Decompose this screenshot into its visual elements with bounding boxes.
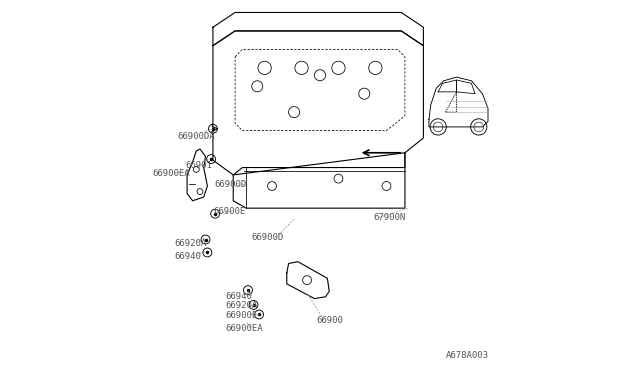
Text: 66900EA: 66900EA bbox=[226, 324, 264, 333]
Text: 66900D: 66900D bbox=[215, 180, 247, 189]
Text: 66940: 66940 bbox=[174, 251, 201, 261]
Text: A678A003: A678A003 bbox=[445, 351, 488, 360]
Text: 66900E: 66900E bbox=[213, 207, 245, 217]
Text: 66900: 66900 bbox=[316, 316, 343, 325]
Text: 66920A: 66920A bbox=[226, 301, 258, 311]
Text: 67900N: 67900N bbox=[374, 213, 406, 222]
Text: 66900E: 66900E bbox=[226, 311, 258, 320]
Text: 66920A: 66920A bbox=[174, 239, 207, 248]
Text: 66900EA: 66900EA bbox=[152, 169, 189, 177]
Text: 66940: 66940 bbox=[226, 292, 253, 301]
Text: 66900D: 66900D bbox=[252, 233, 284, 242]
Text: 66901: 66901 bbox=[185, 161, 212, 170]
Text: 66900DA: 66900DA bbox=[178, 132, 216, 141]
